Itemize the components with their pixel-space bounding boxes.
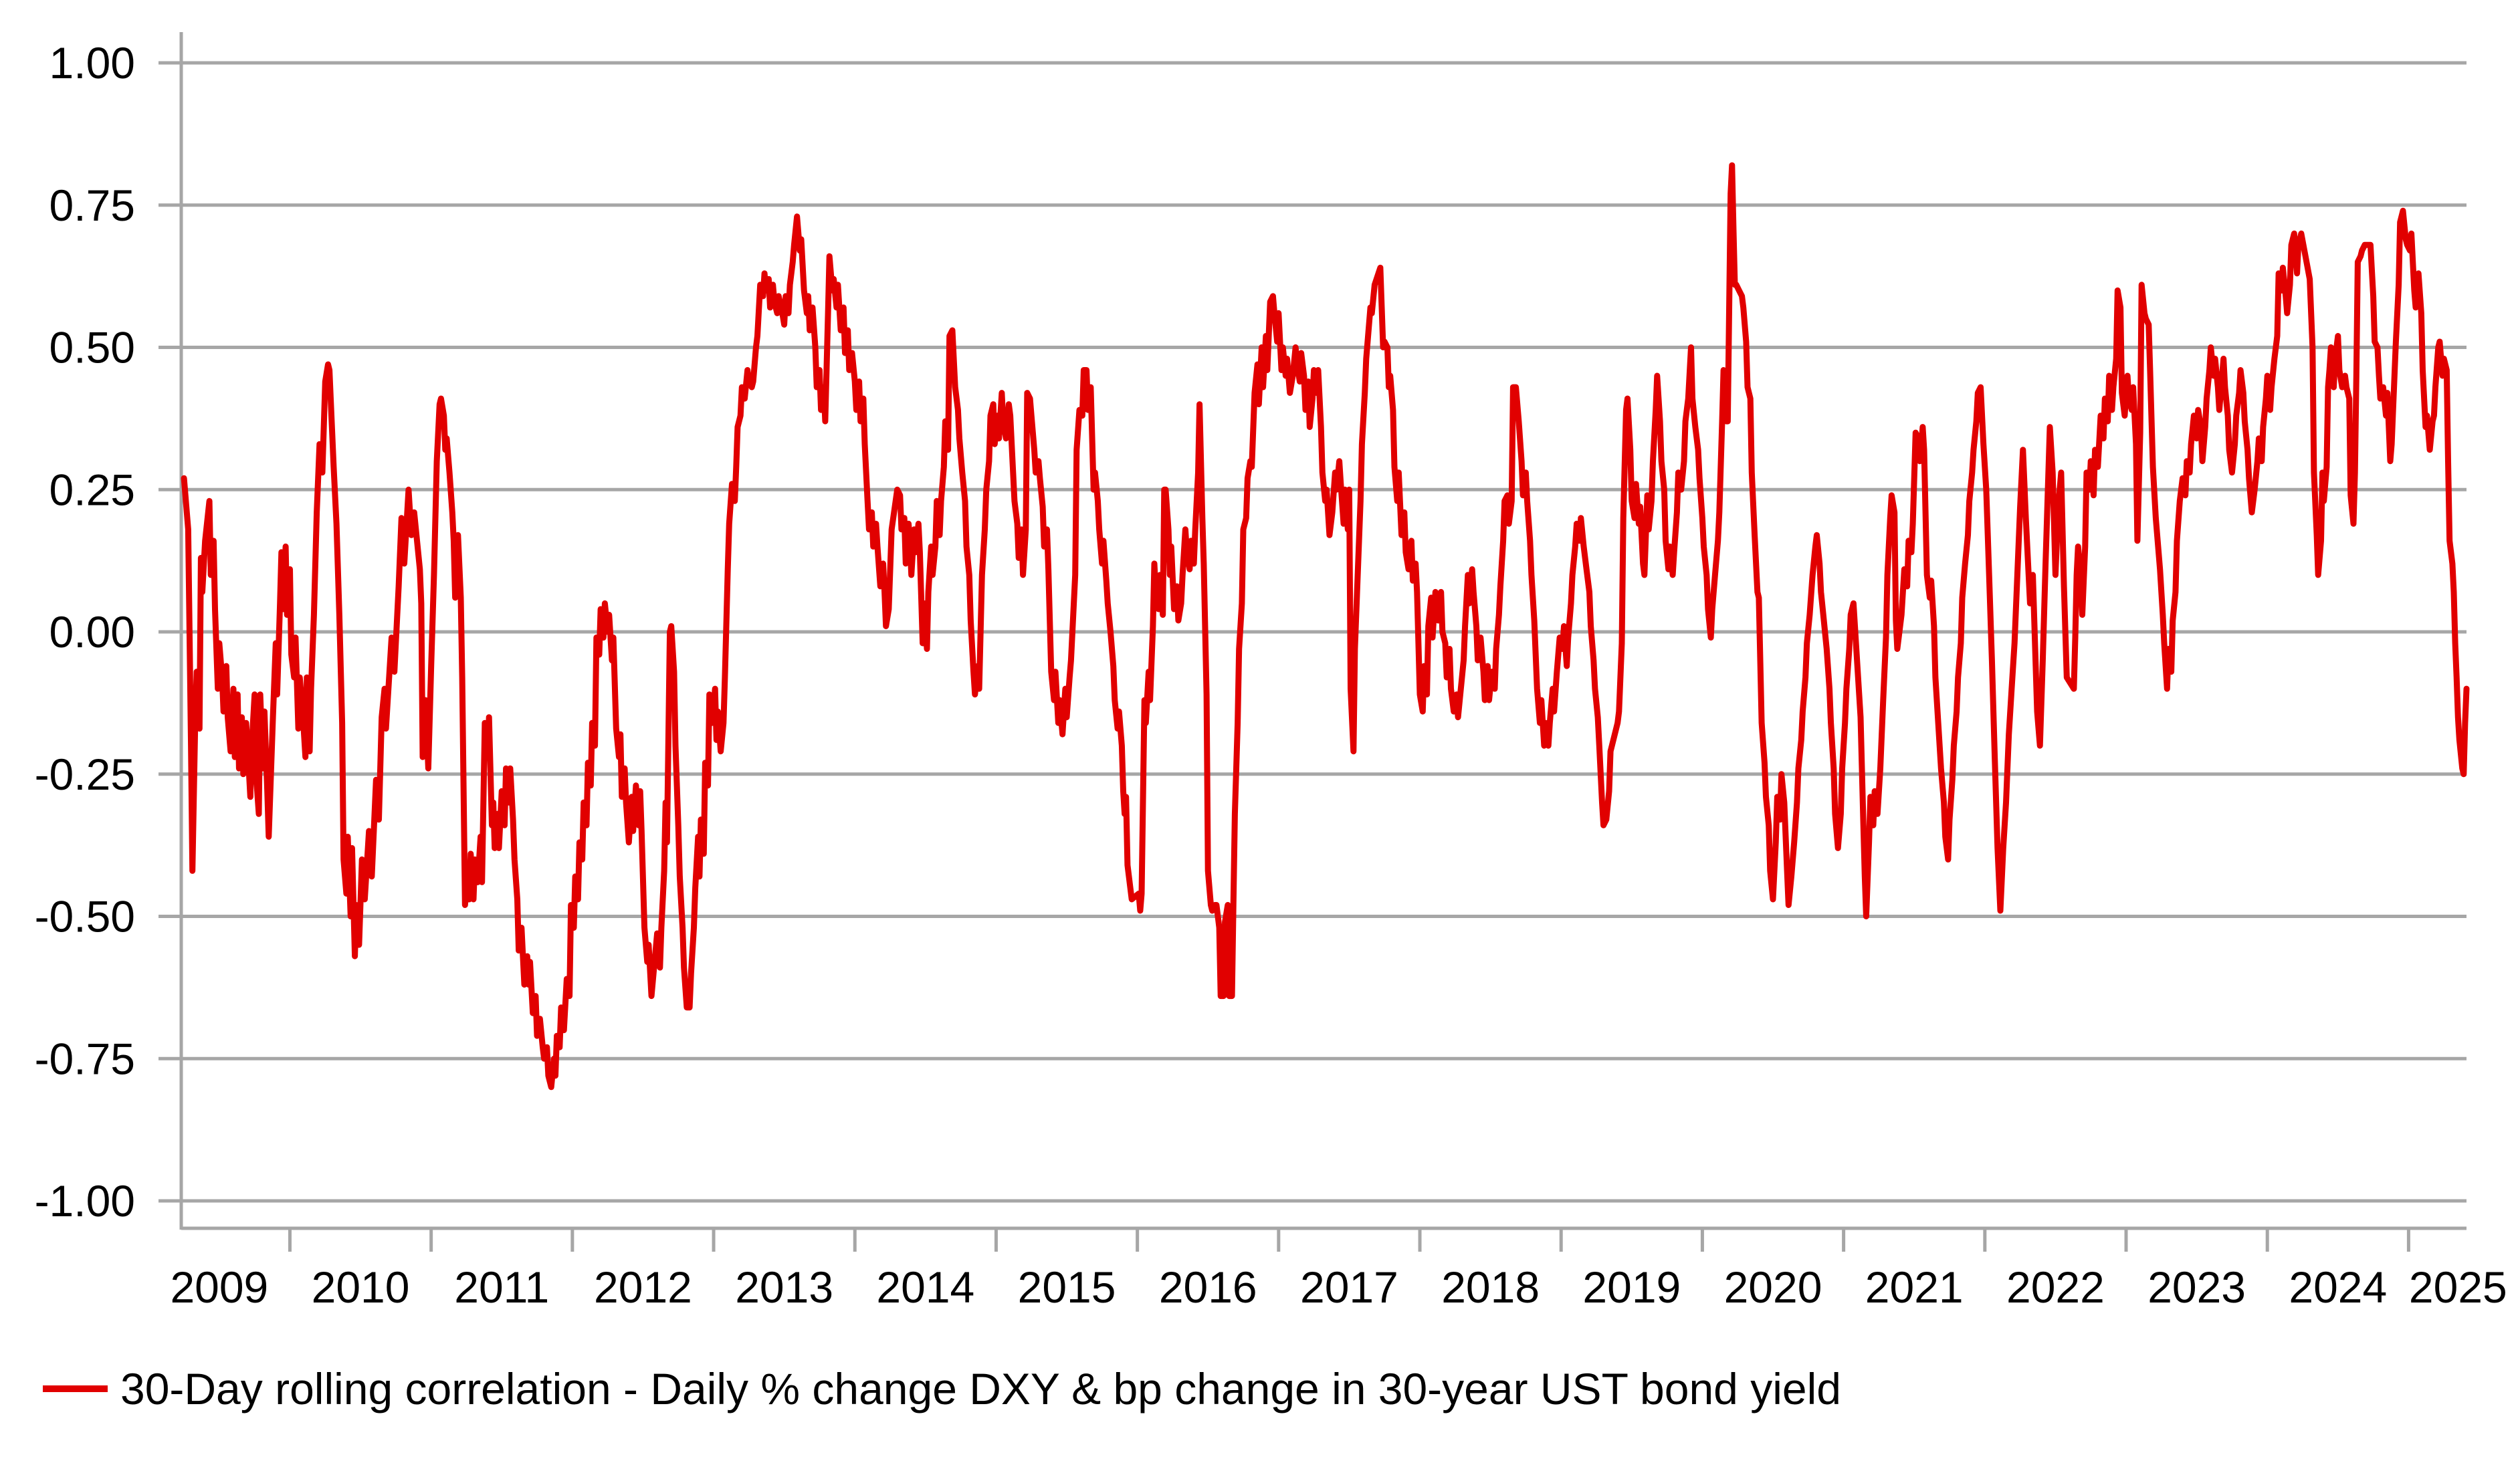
y-tick-label: -0.25 [35,750,135,799]
y-tick-label: 0.75 [49,181,135,230]
y-tick-labels-group: 1.00 0.75 0.50 0.25 0.00 -0.25 -0.50 -0.75 -1.00 [35,38,135,1226]
y-tick-label: 0.50 [49,323,135,372]
x-tick-label: 2020 [1724,1262,1822,1312]
x-tick-labels-group: 2009 2010 2011 2012 2013 2014 2015 2016 2017 2018… [170,1262,2507,1312]
x-tick-label: 2019 [1582,1262,1681,1312]
x-tick-label: 2021 [1865,1262,1964,1312]
legend-label: 30-Day rolling correlation - Daily % cha… [120,1364,1841,1413]
y-tick-label: 0.25 [49,465,135,514]
x-tick-label: 2013 [735,1262,833,1312]
x-tick-label: 2010 [312,1262,410,1312]
series-polyline [181,162,2470,1091]
x-tick-label: 2015 [1018,1262,1116,1312]
legend: 30-Day rolling correlation - Daily % cha… [43,1364,1841,1413]
x-tick-label: 2016 [1159,1262,1257,1312]
gridlines-group [159,61,2466,1203]
x-tick-label: 2017 [1300,1262,1398,1312]
y-tick-label: -1.00 [35,1176,135,1226]
y-tick-label: -0.75 [35,1034,135,1083]
x-tick-label: 2018 [1441,1262,1540,1312]
x-tick-label: 2014 [876,1262,974,1312]
x-tick-label: 2023 [2147,1262,2246,1312]
x-tick-label: 2022 [2006,1262,2105,1312]
y-tick-label: 0.00 [49,607,135,657]
x-tick-label: 2009 [170,1262,268,1312]
x-tick-label: 2024 [2289,1262,2387,1312]
y-tick-label: -0.50 [35,892,135,941]
y-tick-label: 1.00 [49,38,135,88]
x-ticks-group [288,1228,2410,1252]
x-tick-label: 2012 [594,1262,692,1312]
axes-group [179,32,2466,1230]
x-tick-label: 2011 [454,1262,549,1312]
x-tick-label: 2025 [2409,1262,2507,1312]
